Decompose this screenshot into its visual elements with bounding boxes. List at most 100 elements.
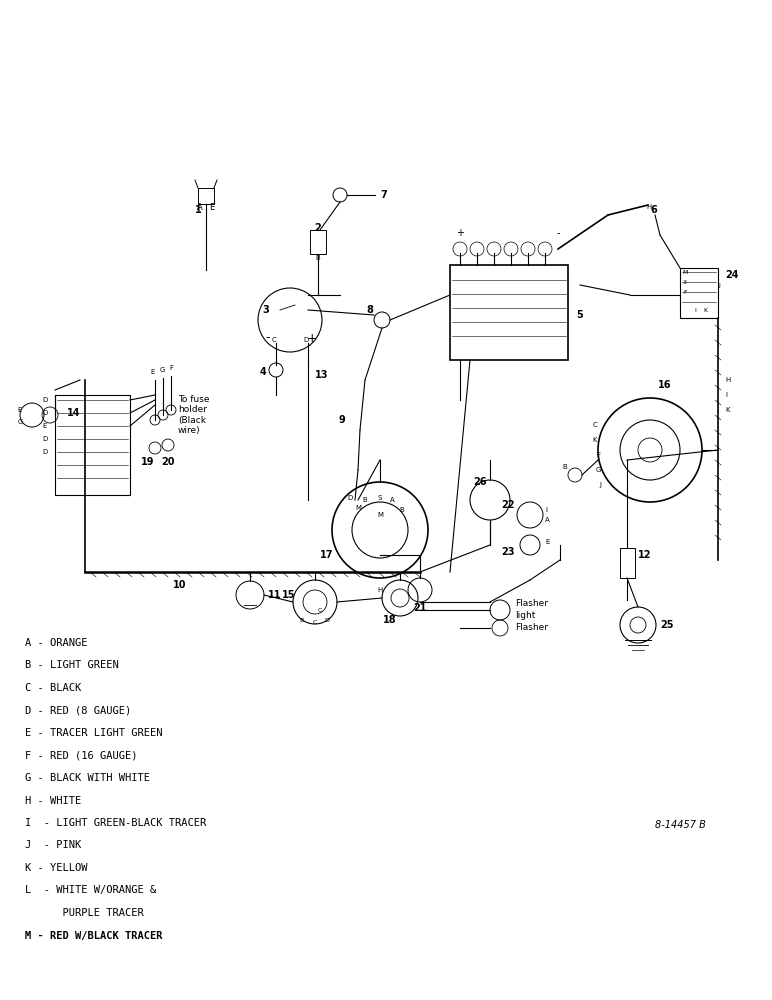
Text: A: A: [197, 202, 203, 212]
Text: 26: 26: [473, 477, 487, 487]
Text: B: B: [363, 497, 367, 503]
Text: G: G: [159, 367, 164, 373]
Text: 2: 2: [315, 223, 321, 233]
Text: B: B: [563, 464, 567, 470]
Text: H - WHITE: H - WHITE: [25, 796, 81, 806]
Text: 13: 13: [315, 370, 329, 380]
Text: E: E: [151, 369, 155, 375]
Text: C: C: [313, 620, 317, 626]
Text: M: M: [377, 512, 383, 518]
Text: J: J: [718, 282, 720, 288]
Text: 14: 14: [67, 408, 80, 418]
Text: K - YELLOW: K - YELLOW: [25, 863, 87, 873]
Text: L  - WHITE W/ORANGE &: L - WHITE W/ORANGE &: [25, 886, 156, 896]
Text: E: E: [545, 539, 550, 545]
Text: PURPLE TRACER: PURPLE TRACER: [25, 908, 144, 918]
Text: 6: 6: [650, 205, 657, 215]
Text: 8-14457 B: 8-14457 B: [655, 820, 706, 830]
Text: M: M: [355, 505, 361, 511]
Text: 16: 16: [659, 380, 672, 390]
Text: M - RED W/BLACK TRACER: M - RED W/BLACK TRACER: [25, 930, 162, 940]
Text: C: C: [593, 422, 598, 428]
Text: J  - PINK: J - PINK: [25, 840, 81, 850]
Text: G: G: [17, 419, 22, 425]
Text: 7: 7: [380, 190, 387, 200]
Text: 12: 12: [638, 550, 652, 560]
Text: 19: 19: [141, 457, 154, 467]
Text: 18: 18: [383, 615, 397, 625]
Text: K: K: [703, 308, 707, 312]
Text: F: F: [169, 365, 173, 371]
Text: 11: 11: [268, 590, 282, 600]
Text: E: E: [209, 202, 215, 212]
Text: 3: 3: [683, 280, 687, 286]
Text: G: G: [595, 467, 601, 473]
Text: light: light: [515, 610, 535, 619]
Text: -: -: [557, 228, 560, 238]
Text: F: F: [683, 290, 687, 296]
Text: A: A: [390, 497, 394, 503]
Text: +: +: [306, 332, 317, 344]
Text: E: E: [42, 423, 47, 429]
Text: B - LIGHT GREEN: B - LIGHT GREEN: [25, 660, 119, 670]
Text: B: B: [400, 507, 405, 513]
Text: 8: 8: [367, 305, 374, 315]
Text: A: A: [545, 517, 550, 523]
Text: M: M: [682, 270, 688, 275]
Text: J: J: [599, 482, 601, 488]
Bar: [620, 548, 635, 578]
Bar: [680, 268, 718, 318]
Text: G - BLACK WITH WHITE: G - BLACK WITH WHITE: [25, 773, 150, 783]
Text: 4: 4: [260, 367, 267, 377]
Text: B: B: [300, 617, 304, 622]
Text: H: H: [725, 377, 730, 383]
Text: 21: 21: [413, 603, 427, 613]
Bar: [310, 230, 326, 254]
Text: B: B: [316, 255, 320, 261]
Text: 24: 24: [725, 270, 739, 280]
Text: I: I: [694, 308, 696, 312]
Text: I  - LIGHT GREEN-BLACK TRACER: I - LIGHT GREEN-BLACK TRACER: [25, 818, 206, 828]
Text: 1: 1: [195, 205, 201, 215]
Text: F - RED (16 GAUGE): F - RED (16 GAUGE): [25, 750, 137, 760]
Text: 22: 22: [502, 500, 515, 510]
Text: Flasher: Flasher: [515, 624, 548, 633]
Text: I: I: [545, 507, 547, 513]
Text: K: K: [593, 437, 598, 443]
Text: 10: 10: [173, 580, 187, 590]
Text: 23: 23: [502, 547, 515, 557]
Text: D: D: [42, 397, 48, 403]
Bar: [450, 265, 568, 360]
Text: E - TRACER LIGHT GREEN: E - TRACER LIGHT GREEN: [25, 728, 162, 738]
Text: D: D: [347, 495, 353, 501]
Text: D: D: [42, 436, 48, 442]
Text: I: I: [725, 392, 727, 398]
Bar: [55, 395, 130, 495]
Text: E: E: [18, 407, 22, 413]
Text: C: C: [318, 607, 322, 612]
Text: To fuse
holder
(Black
wire): To fuse holder (Black wire): [178, 395, 209, 435]
Text: D: D: [303, 337, 309, 343]
Text: Flasher: Flasher: [515, 598, 548, 607]
Text: 17: 17: [320, 550, 334, 560]
Text: 3: 3: [262, 305, 269, 315]
Text: A - ORANGE: A - ORANGE: [25, 638, 87, 648]
Text: H: H: [378, 587, 383, 593]
Text: K: K: [725, 407, 730, 413]
Text: +: +: [456, 228, 464, 238]
Text: C - BLACK: C - BLACK: [25, 683, 81, 693]
Text: 15: 15: [282, 590, 295, 600]
Text: F: F: [596, 452, 600, 458]
Text: D: D: [42, 449, 48, 455]
Text: 25: 25: [660, 620, 673, 630]
Text: C: C: [272, 337, 276, 343]
Text: D: D: [42, 410, 48, 416]
Text: D: D: [324, 617, 330, 622]
Bar: [198, 188, 214, 204]
Text: 5: 5: [576, 310, 583, 320]
Text: 9: 9: [338, 415, 345, 425]
Text: D - RED (8 GAUGE): D - RED (8 GAUGE): [25, 706, 131, 716]
Text: 20: 20: [161, 457, 174, 467]
Text: H: H: [647, 204, 652, 210]
Text: S: S: [378, 495, 382, 501]
